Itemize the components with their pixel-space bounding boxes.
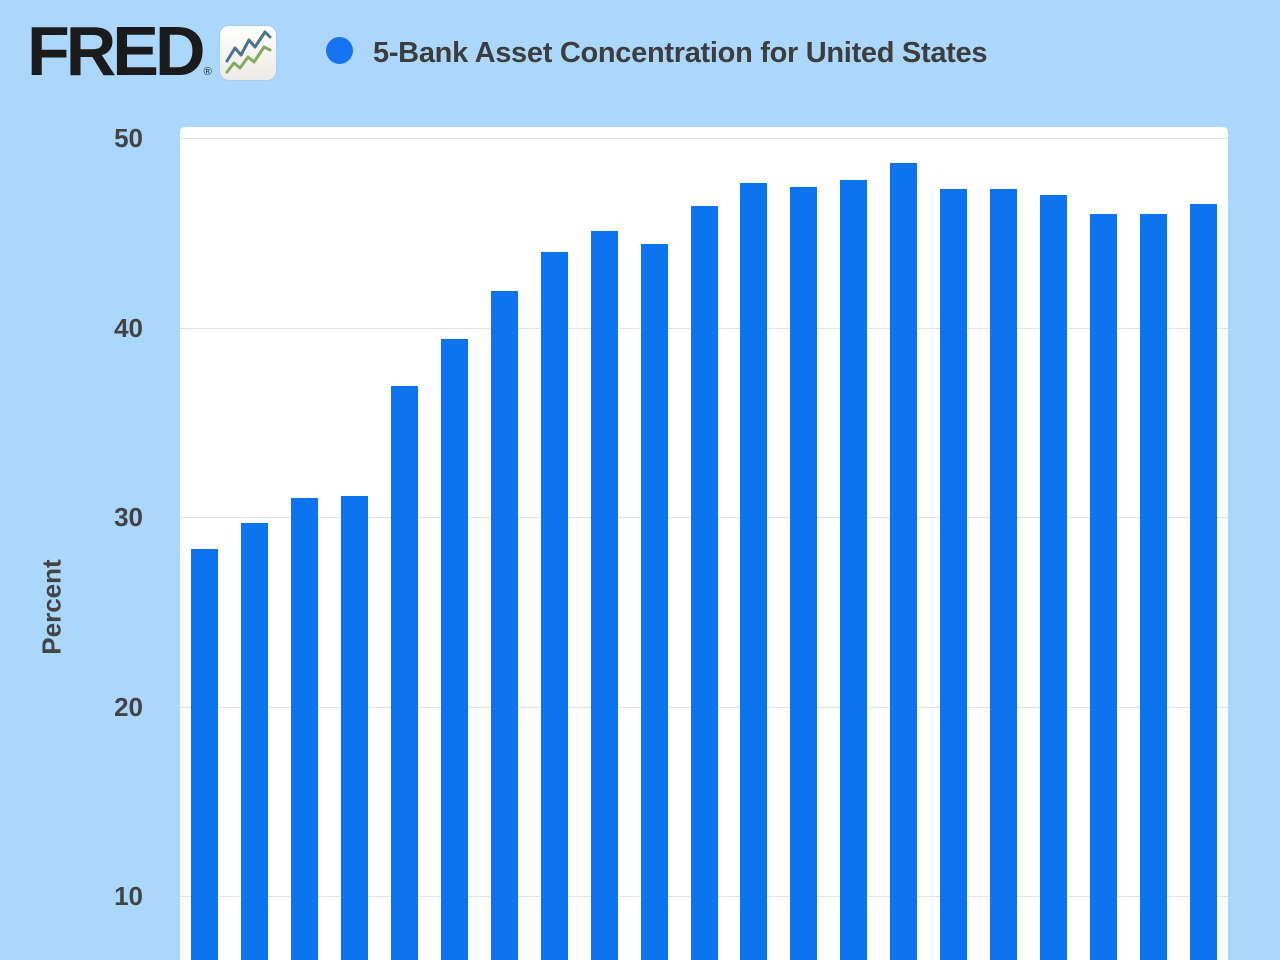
bar-5[interactable] xyxy=(391,386,419,960)
bar-19[interactable] xyxy=(1089,213,1117,960)
bar-17[interactable] xyxy=(989,189,1017,960)
fred-logo[interactable]: FRED ® xyxy=(27,12,276,90)
bar-3[interactable] xyxy=(291,498,319,960)
bar-15[interactable] xyxy=(890,162,918,960)
gridline-50 xyxy=(180,138,1228,139)
bar-14[interactable] xyxy=(840,179,868,960)
bar-12[interactable] xyxy=(740,183,768,960)
y-axis-title: Percent xyxy=(36,559,67,655)
bar-10[interactable] xyxy=(640,244,668,960)
bar-4[interactable] xyxy=(341,496,369,960)
bar-20[interactable] xyxy=(1139,213,1167,960)
bar-9[interactable] xyxy=(590,230,618,960)
bar-11[interactable] xyxy=(690,206,718,960)
y-tick-label-30: 30 xyxy=(114,502,143,532)
fred-sparkline-icon xyxy=(219,26,276,80)
bar-21[interactable] xyxy=(1189,204,1217,960)
y-tick-label-20: 20 xyxy=(114,691,143,722)
bar-16[interactable] xyxy=(940,189,968,960)
bar-13[interactable] xyxy=(790,187,818,960)
bar-8[interactable] xyxy=(540,251,568,960)
chart-title: 5-Bank Asset Concentration for United St… xyxy=(373,37,988,69)
bar-7[interactable] xyxy=(490,291,518,960)
registered-trademark-mark: ® xyxy=(203,66,212,78)
bar-6[interactable] xyxy=(440,338,468,960)
fred-logo-text: FRED xyxy=(27,12,206,90)
series-legend-dot-icon xyxy=(326,37,353,64)
y-tick-label-50: 50 xyxy=(114,123,143,153)
bar-18[interactable] xyxy=(1039,194,1067,960)
bar-2[interactable] xyxy=(241,522,269,960)
y-tick-label-10: 10 xyxy=(114,881,143,911)
bar-1[interactable] xyxy=(191,549,219,960)
y-tick-label-40: 40 xyxy=(114,312,143,343)
plot-area xyxy=(180,127,1228,960)
